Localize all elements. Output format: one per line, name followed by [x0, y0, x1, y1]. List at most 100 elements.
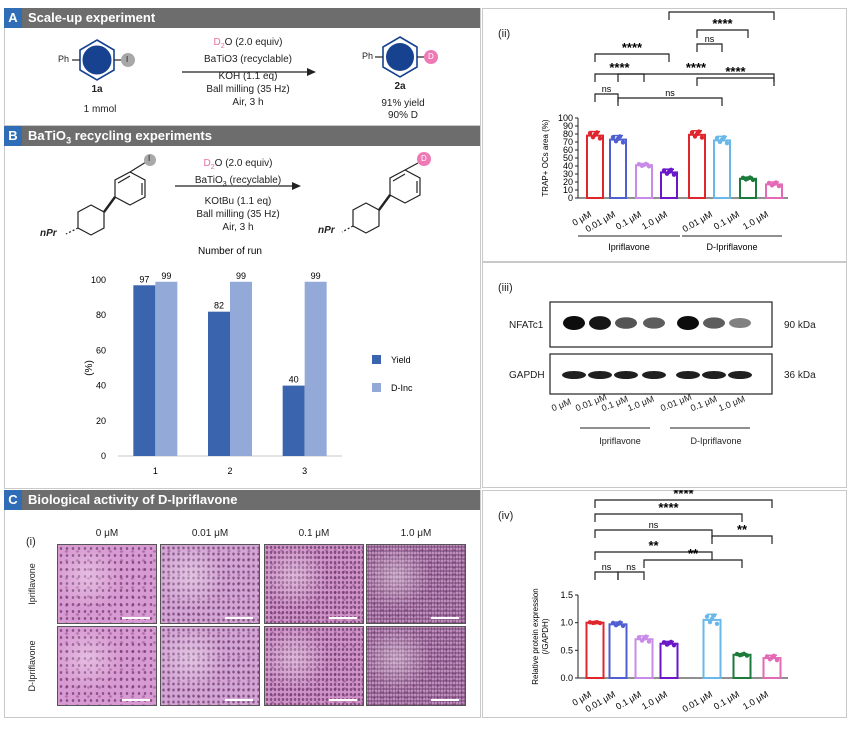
scale-bar	[431, 699, 459, 701]
chart-b-data-label: 99	[236, 271, 246, 281]
chart-sig-label: ****	[609, 60, 630, 75]
blot-band-nfatc1	[563, 316, 585, 330]
chart-xtick: 1.0 μM	[741, 689, 770, 712]
chart-sig-label: ns	[626, 562, 636, 572]
chart-ylabel: TRAP+ OCs area (%)	[541, 119, 550, 196]
blot-group2: D-Ipriflavone	[690, 436, 742, 446]
cond-a-milling: Ball milling (35 Hz)	[206, 84, 290, 95]
chart-sig-label: ****	[622, 40, 643, 55]
chart-ytick: 70	[563, 137, 573, 147]
chart-sig-bracket	[696, 43, 723, 52]
chart-sig-label: ****	[658, 500, 679, 515]
chart-sig-bracket	[594, 529, 713, 538]
chart-dot	[671, 643, 677, 648]
chart-dot	[694, 131, 700, 137]
western-blot	[549, 301, 773, 429]
micrograph-tile	[366, 626, 466, 706]
micrograph-tile	[160, 544, 260, 624]
chart-dot	[597, 136, 603, 141]
chart-sig-bracket	[594, 513, 743, 522]
chart-xtick: 0.1 μM	[614, 209, 643, 232]
chart-sig-label: ns	[705, 34, 715, 44]
chart-dot	[671, 172, 677, 177]
blot-band-gapdh	[728, 371, 752, 379]
chart-dot	[641, 162, 647, 168]
chart-dot	[769, 655, 775, 660]
blot-group1: Ipriflavone	[599, 436, 641, 446]
micrograph-tile	[57, 626, 157, 706]
blot-band-gapdh	[588, 371, 612, 379]
chart-sig-bracket	[594, 571, 619, 580]
product-b-structure	[341, 162, 421, 234]
chart-b-title: Number of run	[198, 246, 262, 257]
scheme-a-molecules	[72, 36, 438, 81]
chart-ytick: 1.0	[560, 618, 573, 628]
cond-b-catalyst-sub: 3	[222, 181, 227, 188]
chart-b-data-label: 82	[214, 301, 224, 311]
chart-ylabel: Relative protein expression	[531, 588, 540, 685]
chart-b-bar-yield	[133, 285, 156, 456]
product-dinc: 90% D	[387, 110, 419, 121]
chart-b-ytick: 100	[91, 275, 106, 285]
chart-dot	[666, 641, 672, 646]
scale-bar	[329, 617, 357, 619]
micrograph-row-label: D-Ipriflavone	[27, 640, 37, 692]
chart-ytick: 80	[563, 129, 573, 139]
chart-dot	[719, 137, 725, 142]
micrograph-col-label: 0.01 μM	[191, 528, 229, 539]
chart-bar	[713, 139, 731, 199]
cond-b-catalyst-post: (recyclable)	[226, 175, 282, 186]
chart-b-data-label: 99	[311, 271, 321, 281]
chart-dot	[661, 640, 667, 645]
chart-dot	[587, 131, 593, 136]
chart-bar	[608, 623, 628, 679]
chart-dot	[646, 164, 652, 169]
chart-sig-bracket	[594, 499, 773, 508]
chart-sig-label: **	[648, 538, 659, 553]
chart-dot	[610, 620, 616, 626]
chart-sig-label: ****	[712, 16, 733, 31]
cond-a-catalyst: BaTiO3 (recyclable)	[204, 54, 292, 65]
chart-sig-label: **	[737, 522, 748, 537]
chart-xtick: 0.1 μM	[712, 689, 741, 712]
cond-a-d: D	[213, 37, 221, 48]
chart-bar	[586, 134, 604, 199]
chart-sig-bracket	[594, 53, 670, 62]
section-c-title: Biological activity of D-Ipriflavone	[28, 492, 238, 507]
chart-b-bar-d-inc	[230, 281, 252, 456]
reactant-iodine: I	[126, 55, 129, 64]
micrograph-row-label: Ipriflavone	[27, 563, 37, 605]
chart-bar	[585, 621, 605, 680]
chart-bar	[634, 638, 654, 679]
chart-dot	[739, 652, 745, 657]
chart-xtick: 0.01 μM	[681, 209, 714, 234]
blot-band-nfatc1	[703, 317, 725, 329]
section-a-header: A Scale-up experiment	[4, 8, 480, 28]
chart-dot	[766, 180, 772, 186]
blot-band-gapdh	[614, 371, 638, 379]
section-b-title-post: recycling experiments	[71, 128, 212, 143]
chart-sig-bracket	[594, 93, 619, 102]
reactant-b-iodine: I	[148, 154, 151, 163]
chart-sig-bracket	[617, 571, 645, 580]
recycling-bar-chart: Number of run (%) 0 20 40 60 80 100 97 99 1 82 99 2 40…	[84, 246, 413, 476]
cond-a-d2o: O (2.0 equiv)	[224, 37, 283, 48]
chart-dot	[661, 168, 667, 173]
blot-band-nfatc1	[643, 317, 665, 329]
chart-sig-bracket	[643, 559, 743, 568]
chart-group-label: D-Ipriflavone	[706, 242, 757, 252]
chart-ytick: 50	[563, 153, 573, 163]
chart-sig-label: ns	[602, 84, 612, 94]
chart-ytick: 0.0	[560, 673, 573, 683]
chart-dot	[620, 140, 626, 145]
cond-a-time: Air, 3 h	[232, 97, 264, 108]
chart-ytick: 90	[563, 121, 573, 131]
cond-b-time: Air, 3 h	[222, 222, 254, 233]
product-yield: 91% yield	[381, 98, 425, 109]
chart-sig-bracket	[617, 97, 723, 106]
chart-b-bar-yield	[282, 385, 305, 456]
chart-b-xtick: 3	[302, 466, 307, 476]
blot-band-nfatc1	[729, 317, 751, 329]
scale-bar	[225, 617, 253, 619]
chart-dot	[620, 623, 626, 629]
